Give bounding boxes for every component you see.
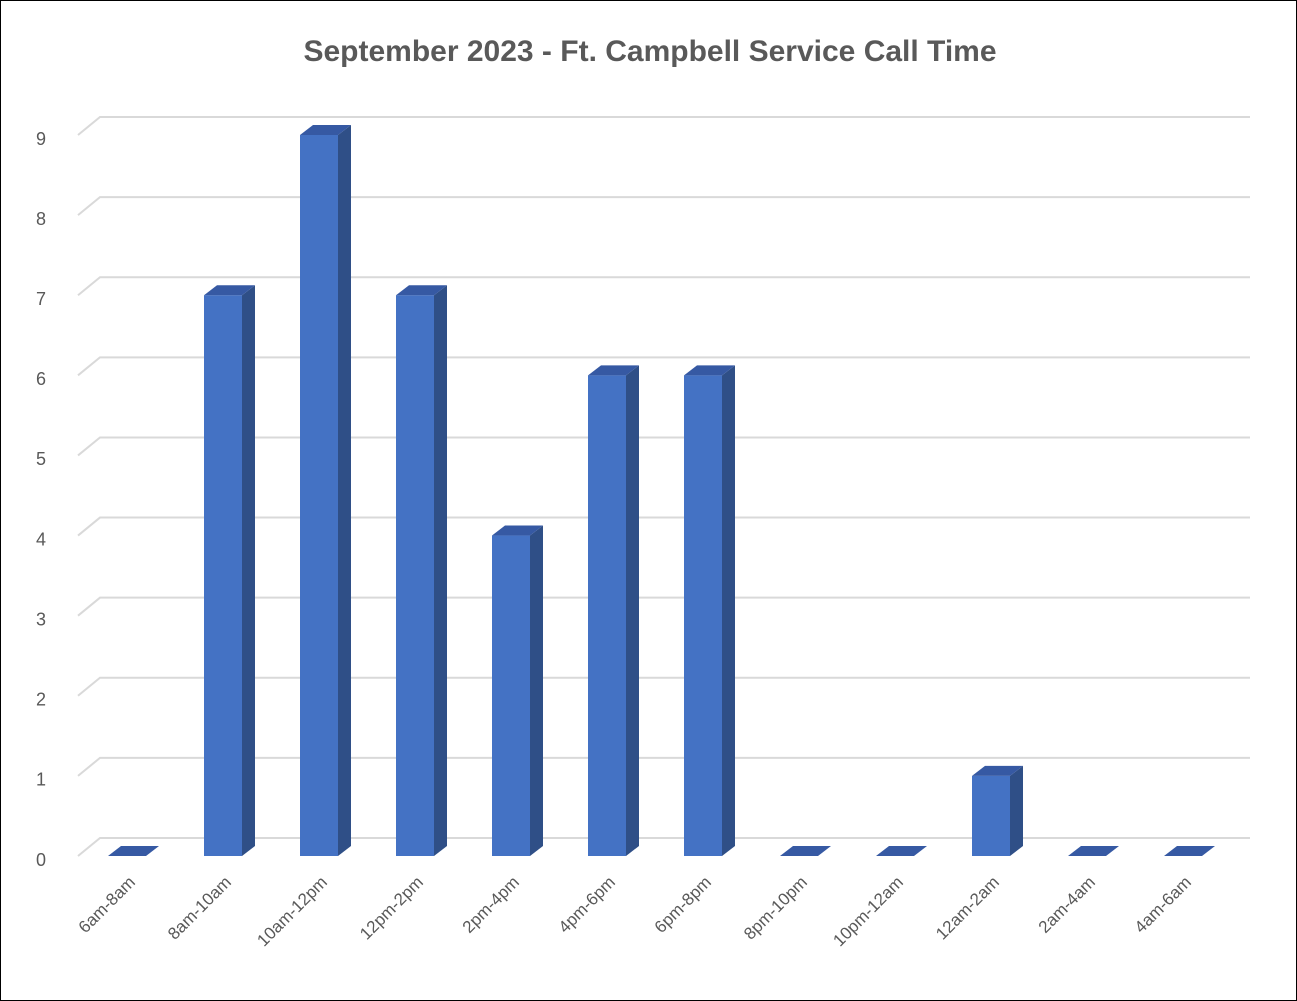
bar-top xyxy=(1164,846,1215,856)
grid-line xyxy=(77,837,1250,857)
bar xyxy=(108,846,159,856)
bar-top xyxy=(588,365,639,376)
grid-line xyxy=(77,276,1250,296)
y-tick-label: 1 xyxy=(36,770,46,790)
bar-top xyxy=(876,846,927,856)
bar-top xyxy=(108,846,159,856)
chart-title: September 2023 - Ft. Campbell Service Ca… xyxy=(303,35,996,68)
bar-front xyxy=(204,295,242,856)
bar-side xyxy=(242,285,255,856)
grid-line xyxy=(77,356,1250,377)
bar xyxy=(684,365,735,856)
bar xyxy=(1164,846,1215,856)
y-tick-label: 9 xyxy=(36,129,46,149)
bar-front xyxy=(492,535,530,856)
bar xyxy=(876,846,927,856)
bar-side xyxy=(722,365,735,856)
bar-front xyxy=(396,295,434,856)
grid-line xyxy=(77,196,1250,216)
bar-top xyxy=(204,285,255,296)
bar-side xyxy=(530,525,543,856)
bar-front xyxy=(684,375,722,856)
bar xyxy=(588,365,639,856)
bar-top xyxy=(1068,846,1119,856)
bar xyxy=(300,125,351,856)
y-tick-label: 7 xyxy=(36,289,46,309)
grid-line xyxy=(77,756,1250,777)
grid-line xyxy=(77,596,1250,617)
bar-side xyxy=(434,285,447,856)
y-tick-label: 0 xyxy=(36,850,46,870)
y-tick-label: 5 xyxy=(36,449,46,469)
bar-top xyxy=(396,285,447,296)
y-tick-label: 6 xyxy=(36,369,46,389)
y-tick-label: 2 xyxy=(36,690,46,710)
grid-line xyxy=(77,516,1250,537)
y-tick-label: 4 xyxy=(36,529,46,549)
bar xyxy=(492,525,543,856)
bar xyxy=(204,285,255,856)
bar-front xyxy=(300,135,338,856)
grid-line xyxy=(77,676,1250,697)
bar-front xyxy=(588,375,626,856)
bar xyxy=(396,285,447,856)
y-tick-label: 3 xyxy=(36,609,46,629)
bar-top xyxy=(780,846,831,856)
bar xyxy=(1068,846,1119,856)
bar-top xyxy=(972,765,1023,776)
bar-top xyxy=(492,525,543,536)
bar xyxy=(972,765,1023,856)
y-tick-label: 8 xyxy=(36,209,46,229)
bar-front xyxy=(972,775,1010,856)
grid-line xyxy=(77,436,1250,457)
bar-side xyxy=(338,125,351,856)
bar-side xyxy=(626,365,639,856)
bar-side xyxy=(1010,765,1023,856)
bar xyxy=(780,846,831,856)
grid-line xyxy=(77,116,1250,136)
bar-top xyxy=(684,365,735,376)
bar-top xyxy=(300,125,351,135)
